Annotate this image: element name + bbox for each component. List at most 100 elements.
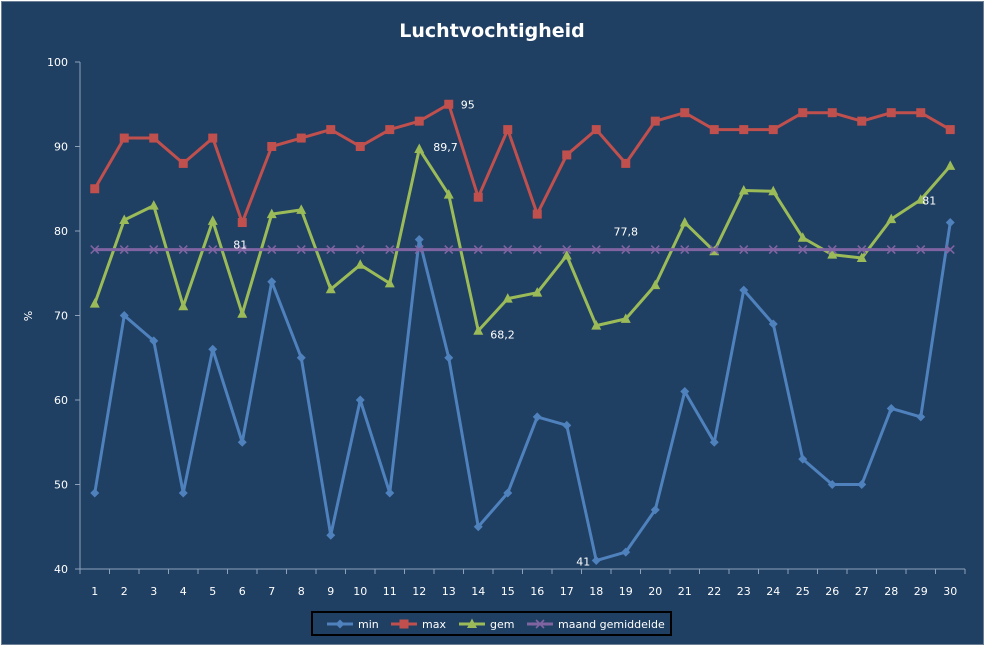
x-tick-label: 15 [501,585,515,598]
legend-label-maand-gemiddelde: maand gemiddelde [558,618,665,631]
legend-marker-min [335,619,345,629]
x-tick-label: 13 [442,585,456,598]
data-point-maand-gemiddelde [768,245,778,255]
x-tick-label: 8 [298,585,305,598]
data-point-gem [443,189,454,199]
data-point-gem [650,279,661,290]
x-tick-label: 24 [766,585,780,598]
data-point-gem [473,325,484,335]
data-point-gem [355,259,366,269]
x-tick-label: 19 [619,585,633,598]
data-point-maand-gemiddelde [709,245,719,255]
data-point-gem [561,250,572,260]
data-point-max [650,116,660,126]
data-point-gem [119,214,130,225]
x-tick-label: 4 [180,585,187,598]
data-point-min [503,488,513,498]
legend-marker-max [399,619,409,629]
data-point-maand-gemiddelde [532,245,542,255]
data-point-min [355,395,365,405]
data-point-min [90,488,100,498]
x-tick-label: 26 [825,585,839,598]
data-point-maand-gemiddelde [827,245,837,255]
data-point-maand-gemiddelde [296,245,306,255]
x-tick-label: 14 [471,585,485,598]
legend-box [311,611,672,636]
data-point-maand-gemiddelde [237,245,247,255]
y-tick-label: 100 [47,56,68,69]
data-point-gem [886,213,897,224]
data-point-max [296,133,306,143]
data-point-min [326,530,336,540]
y-tick-label: 50 [54,479,68,492]
legend: min max gem maand gemiddelde [311,611,672,636]
data-point-maand-gemiddelde [621,245,631,255]
data-point-min [532,412,542,422]
data-point-maand-gemiddelde [591,245,601,255]
x-tick-label: 3 [150,585,157,598]
data-point-maand-gemiddelde [503,245,513,255]
data-point-min [414,234,424,244]
data-point-max [739,125,749,135]
x-tick-label: 16 [530,585,544,598]
data-point-gem [266,208,277,219]
data-point-min [768,319,778,329]
data-point-maand-gemiddelde [326,245,336,255]
data-point-gem [325,283,336,294]
data-point-max [680,108,690,118]
data-point-max [562,150,572,160]
data-point-gem [797,232,808,242]
y-tick-label: 90 [54,141,68,154]
data-point-maand-gemiddelde [473,245,483,255]
data-point-max [149,133,159,143]
data-point-min [178,488,188,498]
data-point-max [827,108,837,118]
legend-marker-gem [467,618,477,628]
y-tick-label: 40 [54,563,68,576]
data-point-max [532,209,542,219]
data-point-min [739,285,749,295]
x-tick-label: 9 [327,585,334,598]
series-gem [89,143,956,335]
data-point-min [385,488,395,498]
data-point-max [473,192,483,202]
data-point-maand-gemiddelde [149,245,159,255]
data-point-max [208,133,218,143]
data-point-gem [148,200,159,210]
data-point-maand-gemiddelde [119,245,129,255]
data-point-gem [620,313,631,323]
data-point-maand-gemiddelde [945,245,955,255]
data-point-gem [207,215,218,225]
data-point-min [827,480,837,489]
x-tick-label: 25 [796,585,810,598]
data-point-max [945,125,955,135]
data-point-gem [237,308,248,318]
data-point-min [208,344,218,354]
data-point-maand-gemiddelde [90,245,100,255]
data-point-max [444,99,454,109]
data-point-maand-gemiddelde [385,245,395,255]
data-point-min [591,556,601,566]
legend-label-min: min [358,618,379,631]
x-tick-label: 29 [914,585,928,598]
data-point-max [90,184,100,194]
data-point-gem [591,320,602,330]
y-tick-label: 80 [54,225,68,238]
chart-title: Luchtvochtigheid [399,20,584,42]
data-point-min [119,311,129,320]
data-point-max [621,158,631,168]
data-label: 68,2 [490,329,515,342]
data-point-maand-gemiddelde [739,245,749,255]
data-point-min [621,547,631,557]
series-min [90,218,955,566]
x-tick-label: 7 [268,585,275,598]
data-point-maand-gemiddelde [444,245,454,255]
data-point-min [296,353,306,363]
data-point-max [326,125,336,135]
data-point-gem [384,277,395,288]
data-point-gem [945,160,956,170]
y-tick-label: 60 [54,394,68,407]
data-point-min [237,437,247,447]
